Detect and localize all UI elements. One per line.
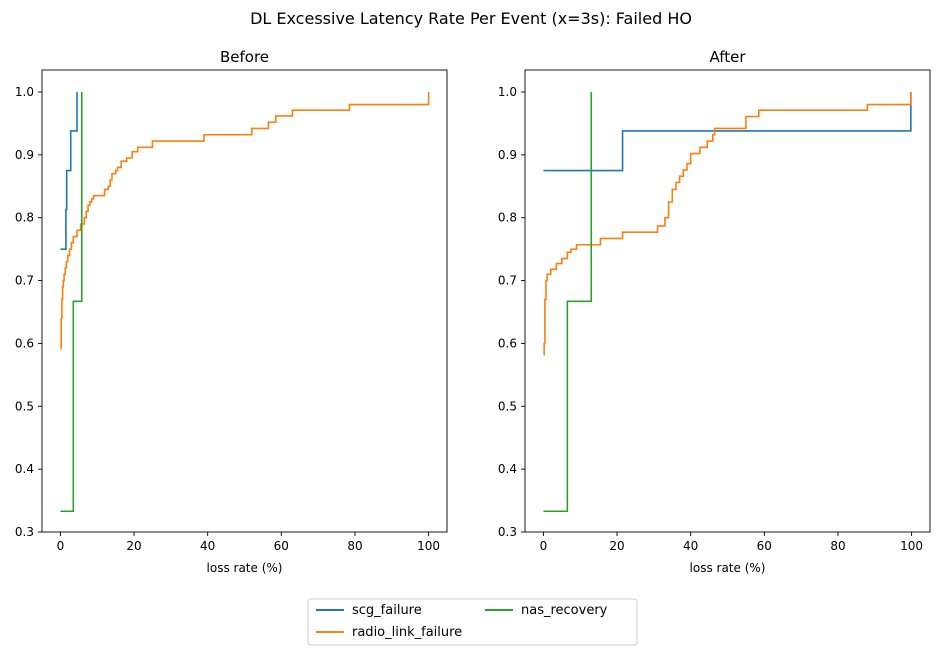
after-ytick-label-2: 0.5: [498, 399, 517, 413]
before-ytick-label-5: 0.8: [15, 211, 34, 225]
before-xlabel: loss rate (%): [207, 561, 283, 575]
before-ytick-label-0: 0.3: [15, 525, 34, 539]
legend-frame: [307, 598, 638, 646]
after-series-nas-recovery: [543, 92, 593, 513]
before-xtick-label-0: 0: [57, 539, 65, 553]
after-xtick-label-5: 100: [900, 539, 923, 553]
after-ytick-label-3: 0.6: [498, 336, 517, 350]
legend-entry-scg-failure: scg_failure: [316, 603, 422, 618]
before-series-scg-failure: [60, 92, 78, 250]
after-xtick-label-3: 60: [757, 539, 772, 553]
after-ytick-label-5: 0.8: [498, 211, 517, 225]
after-ytick-label-7: 1.0: [498, 85, 517, 99]
legend-entry-nas-recovery: nas_recovery: [485, 603, 608, 618]
before-ytick-label-1: 0.4: [15, 462, 34, 476]
before-axes-frame: [41, 69, 448, 533]
after-ytick-label-4: 0.7: [498, 274, 517, 288]
after-xtick-label-1: 20: [609, 539, 624, 553]
after-series-group: [543, 92, 912, 513]
chart-before: Before 0 20 40 60 80 100 0.3 0.4 0.5 0.6 0.7 0.8 0.9 1…: [15, 48, 448, 575]
before-series-radio-link-failure: [60, 92, 430, 350]
before-series-group: [60, 92, 430, 513]
chart-after: After 0 20 40 60 80 100 0.3 0.4 0.5 0.6 0.7 0.8 0.9 1.…: [498, 48, 931, 575]
after-xtick-label-2: 40: [683, 539, 698, 553]
after-axes-frame: [524, 69, 931, 533]
before-ytick-label-2: 0.5: [15, 399, 34, 413]
after-ytick-label-0: 0.3: [498, 525, 517, 539]
legend-label-radio-link-failure: radio_link_failure: [352, 625, 462, 640]
before-xtick-label-1: 20: [126, 539, 141, 553]
legend-entry-radio-link-failure: radio_link_failure: [316, 625, 462, 640]
before-title: Before: [220, 48, 269, 66]
before-ytick-label-6: 0.9: [15, 148, 34, 162]
before-xtick-label-4: 80: [347, 539, 362, 553]
after-xtick-label-4: 80: [830, 539, 845, 553]
after-xtick-label-0: 0: [540, 539, 548, 553]
before-ytick-label-7: 1.0: [15, 85, 34, 99]
before-xtick-label-3: 60: [274, 539, 289, 553]
before-xtick-label-2: 40: [200, 539, 215, 553]
figure-suptitle: DL Excessive Latency Rate Per Event (x=3…: [250, 9, 692, 28]
after-series-radio-link-failure: [543, 92, 912, 356]
legend-label-nas-recovery: nas_recovery: [521, 603, 608, 618]
after-series-scg-failure: [543, 92, 912, 172]
after-ytick-label-6: 0.9: [498, 148, 517, 162]
legend: scg_failure radio_link_failure nas_recov…: [307, 598, 638, 646]
before-ytick-label-4: 0.7: [15, 274, 34, 288]
before-series-nas-recovery: [60, 92, 83, 513]
before-xtick-label-5: 100: [417, 539, 440, 553]
before-ytick-label-3: 0.6: [15, 336, 34, 350]
legend-label-scg-failure: scg_failure: [352, 603, 422, 618]
after-title: After: [709, 48, 746, 66]
after-ytick-label-1: 0.4: [498, 462, 517, 476]
after-xlabel: loss rate (%): [690, 561, 766, 575]
